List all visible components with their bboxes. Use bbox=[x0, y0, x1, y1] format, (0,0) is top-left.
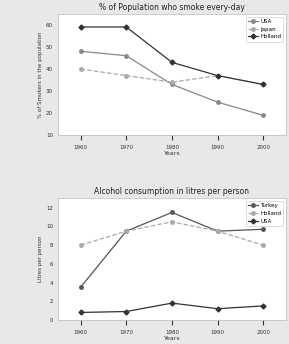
Holland bbox=[216, 74, 219, 78]
Legend: Turkey, Holland, USA: Turkey, Holland, USA bbox=[246, 201, 283, 226]
X-axis label: Years: Years bbox=[164, 336, 180, 341]
Y-axis label: % of Smokers in the population: % of Smokers in the population bbox=[38, 31, 43, 118]
USA bbox=[79, 310, 82, 314]
Japan bbox=[216, 74, 219, 78]
Line: USA: USA bbox=[79, 50, 265, 117]
USA bbox=[216, 307, 219, 311]
USA bbox=[79, 49, 82, 53]
Title: % of Population who smoke every-day: % of Population who smoke every-day bbox=[99, 3, 245, 12]
Holland bbox=[170, 220, 174, 224]
Turkey bbox=[170, 211, 174, 215]
Title: Alcohol consumption in litres per person: Alcohol consumption in litres per person bbox=[95, 187, 249, 196]
Japan bbox=[262, 82, 265, 86]
Line: Japan: Japan bbox=[79, 67, 265, 86]
Turkey bbox=[262, 227, 265, 231]
X-axis label: Years: Years bbox=[164, 151, 180, 157]
Holland bbox=[125, 25, 128, 29]
Y-axis label: Litres per person: Litres per person bbox=[38, 236, 43, 282]
Line: Holland: Holland bbox=[79, 220, 265, 247]
USA bbox=[216, 100, 219, 104]
Line: USA: USA bbox=[79, 301, 265, 314]
Holland bbox=[216, 229, 219, 233]
Holland bbox=[79, 243, 82, 247]
Holland bbox=[170, 60, 174, 64]
Japan bbox=[125, 74, 128, 78]
USA bbox=[125, 54, 128, 58]
Holland bbox=[79, 25, 82, 29]
Turkey bbox=[79, 285, 82, 289]
Holland bbox=[262, 243, 265, 247]
Holland bbox=[125, 229, 128, 233]
USA bbox=[262, 304, 265, 308]
USA bbox=[170, 82, 174, 86]
Turkey bbox=[216, 229, 219, 233]
Japan bbox=[170, 80, 174, 84]
Legend: USA, Japan, Holland: USA, Japan, Holland bbox=[246, 17, 283, 42]
USA bbox=[262, 113, 265, 117]
Line: Turkey: Turkey bbox=[79, 211, 265, 289]
Line: Holland: Holland bbox=[79, 25, 265, 86]
Turkey bbox=[125, 229, 128, 233]
Holland bbox=[262, 82, 265, 86]
USA bbox=[170, 301, 174, 305]
USA bbox=[125, 310, 128, 314]
Japan bbox=[79, 67, 82, 71]
